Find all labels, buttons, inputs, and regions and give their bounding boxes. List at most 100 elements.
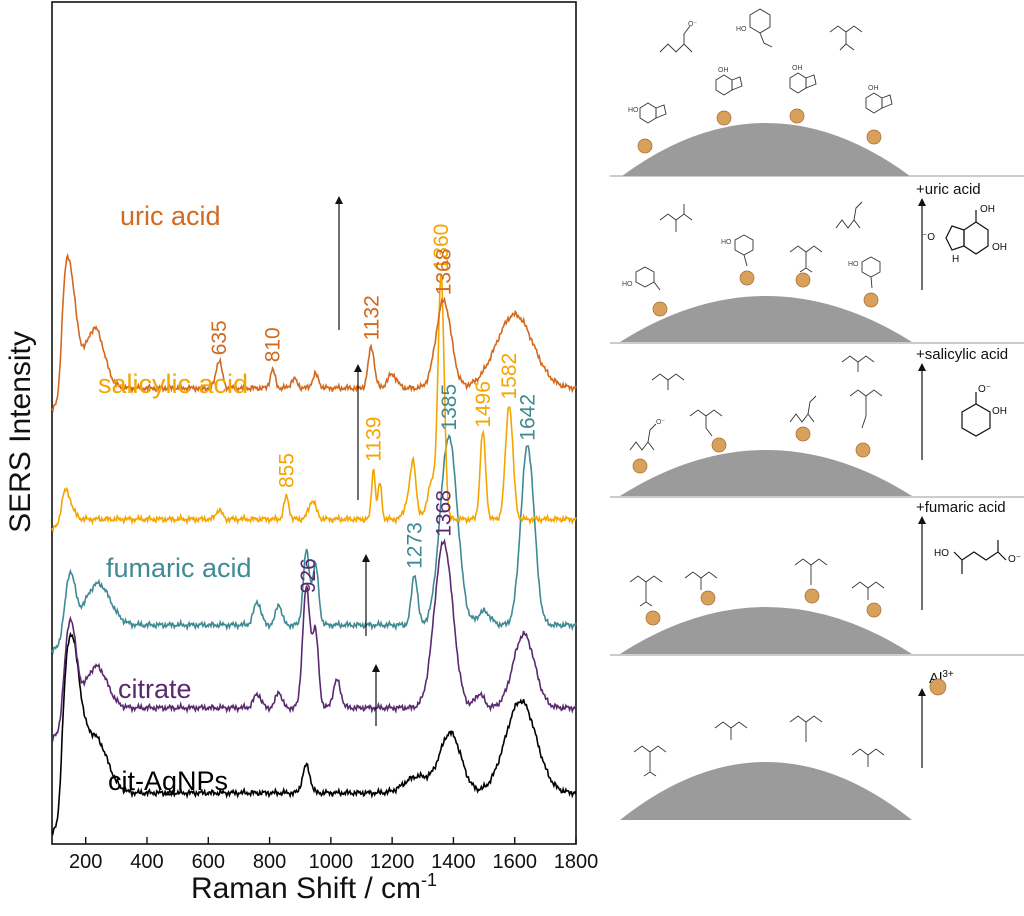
svg-text:OH: OH <box>992 242 1007 253</box>
citrate-molecule <box>629 575 663 607</box>
svg-text:OH: OH <box>980 204 995 215</box>
x-tick-label: 800 <box>253 851 286 873</box>
fumarate-molecule: O⁻ <box>629 419 665 451</box>
peak-label-fumaric: 1385 <box>438 384 461 431</box>
peak-label-salicylic: 1496 <box>472 381 495 428</box>
citrate-molecule <box>841 355 875 372</box>
citrate-molecule <box>714 721 748 740</box>
peak-label-salicylic: 855 <box>275 453 298 488</box>
arrow-fumaric-head <box>362 554 370 562</box>
silver-surface <box>620 607 912 654</box>
scheme-panel-uric: HO OH OH OH O⁻ HO <box>622 8 910 176</box>
silver-surface <box>620 450 912 496</box>
step-salicylic: +salicylic acid O⁻ OH <box>916 346 1008 460</box>
citrate-molecule <box>849 389 883 429</box>
x-tick-label: 1600 <box>492 851 537 873</box>
step-al: Al3+ <box>918 669 954 768</box>
uric-acid-molecule: HO <box>628 102 667 124</box>
arrow-citrate-head <box>372 664 380 672</box>
al-ion-particle <box>863 292 879 308</box>
x-tick-label: 1200 <box>370 851 415 873</box>
al-ion-particle <box>645 610 661 626</box>
svg-text:O⁻: O⁻ <box>688 21 697 28</box>
step-arrow-head <box>918 516 926 524</box>
series-line-uric <box>51 252 577 413</box>
peak-label-uric: 1132 <box>360 295 383 340</box>
series-label-fumaric: fumaric acid <box>106 553 252 583</box>
peak-label-fumaric: 1642 <box>517 394 540 441</box>
step-label-salicylic: +salicylic acid <box>916 346 1008 363</box>
series-label-salicylic: salicylic acid <box>98 369 248 399</box>
peak-label-citrate: 1368 <box>433 490 456 537</box>
svg-text:HO: HO <box>934 548 949 559</box>
svg-text:O⁻: O⁻ <box>1008 554 1021 565</box>
al-ion-particle <box>804 588 820 604</box>
citrate-molecule <box>829 25 863 51</box>
scheme-panel-salicylic: HO HO HO <box>620 201 912 342</box>
citrate-molecule <box>789 245 823 273</box>
svg-text:⁻O: ⁻O <box>922 232 935 243</box>
citrate-molecule <box>651 373 685 390</box>
svg-text:OH: OH <box>718 67 729 74</box>
uric-acid-molecule: OH <box>789 65 817 94</box>
plot-frame <box>51 1 577 845</box>
peak-label-uric: 810 <box>262 327 285 362</box>
al-ion-particle <box>795 426 811 442</box>
al-ion-particle <box>739 270 755 286</box>
salicylic-acid-structure: O⁻ OH <box>961 384 1007 437</box>
svg-text:OH: OH <box>992 406 1007 417</box>
citrate-molecule <box>684 571 718 590</box>
series-label-uric: uric acid <box>120 201 221 231</box>
adsorption-scheme: HO OH OH OH O⁻ HO HO HO HO <box>610 8 1024 820</box>
step-label-uric: +uric acid <box>916 181 981 198</box>
citrate-molecule <box>689 409 723 437</box>
svg-text:OH: OH <box>868 85 879 92</box>
step-fumaric: +fumaric acid HO O⁻ <box>916 499 1021 610</box>
citrate-molecule <box>851 581 885 600</box>
scheme-panel-citrate <box>620 558 912 654</box>
citrate-molecule <box>633 745 667 777</box>
svg-text:O⁻: O⁻ <box>978 384 991 395</box>
al-ion-particle <box>652 301 668 317</box>
al-ion-particle <box>637 138 653 154</box>
series-line-cit <box>51 631 577 836</box>
svg-text:HO: HO <box>622 281 633 288</box>
svg-text:HO: HO <box>736 26 747 33</box>
salicylate-molecule: HO <box>721 234 754 267</box>
citrate-molecule <box>789 715 823 742</box>
step-uric: +uric acid OH OH ⁻O H <box>916 181 1007 290</box>
salicylate-molecule: HO <box>736 8 773 48</box>
scheme-panel-fumaric: O⁻ <box>620 355 912 496</box>
x-axis-title: Raman Shift / cm-1 <box>191 870 437 905</box>
series-line-citrate <box>51 538 577 743</box>
peak-label-fumaric: 1273 <box>404 522 427 569</box>
step-arrow-head <box>918 363 926 371</box>
offset-arrows <box>335 196 380 726</box>
step-arrow-head <box>918 688 926 696</box>
citrate-molecule <box>659 204 693 232</box>
silver-surface <box>620 296 912 342</box>
peak-label-uric: 635 <box>208 320 231 355</box>
series-label-cit: cit-AgNPs <box>108 766 228 796</box>
x-tick-label: 600 <box>192 851 225 873</box>
sers-chart: 200 400 600 800 1000 1200 1400 1600 1800 926 1368… <box>4 1 598 905</box>
citrate-molecule <box>794 558 828 585</box>
fumarate-molecule: O⁻ <box>659 21 697 53</box>
fumarate-molecule <box>835 201 863 229</box>
silver-surface <box>620 762 912 820</box>
peak-label-citrate: 926 <box>297 558 320 593</box>
al-ion-particle <box>855 442 871 458</box>
svg-text:HO: HO <box>848 261 859 268</box>
uric-acid-molecule: OH <box>715 67 743 96</box>
series-line-fumaric <box>51 433 577 655</box>
x-tick-label: 1400 <box>431 851 476 873</box>
step-label-fumaric: +fumaric acid <box>916 499 1006 516</box>
series-label-citrate: citrate <box>118 674 192 704</box>
arrow-uric-head <box>335 196 343 204</box>
peak-label-salicylic: 1360 <box>430 224 453 271</box>
salicylate-molecule: HO <box>622 266 661 291</box>
svg-text:HO: HO <box>721 239 732 246</box>
al-ion-particle <box>716 110 732 126</box>
